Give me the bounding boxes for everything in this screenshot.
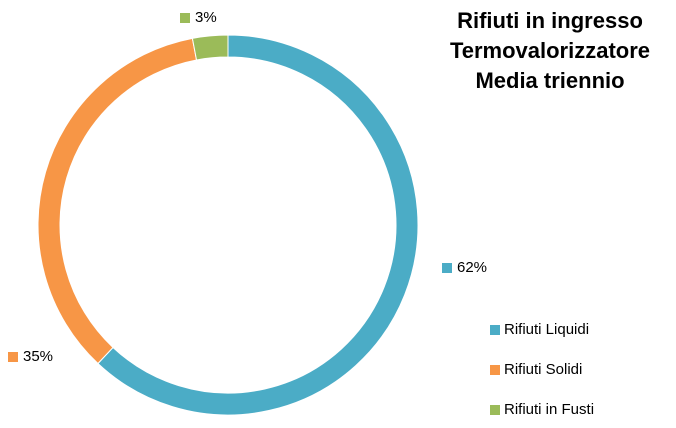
label-marker — [8, 352, 18, 362]
donut-slice — [97, 34, 419, 416]
legend-label: Rifiuti Solidi — [504, 361, 582, 378]
label-marker — [442, 263, 452, 273]
legend-swatch — [490, 325, 500, 335]
legend-swatch — [490, 365, 500, 375]
donut-slice — [37, 37, 198, 365]
legend-label: Rifiuti in Fusti — [504, 401, 594, 418]
legend-label: Rifiuti Liquidi — [504, 321, 589, 338]
legend-swatch — [490, 405, 500, 415]
data-label: 62% — [457, 259, 487, 276]
label-marker — [180, 13, 190, 23]
data-label: 3% — [195, 9, 217, 26]
chart-title: Rifiuti in ingresso Termovalorizzatore M… — [449, 8, 651, 93]
data-label: 35% — [23, 348, 53, 365]
donut-slice — [191, 34, 229, 61]
